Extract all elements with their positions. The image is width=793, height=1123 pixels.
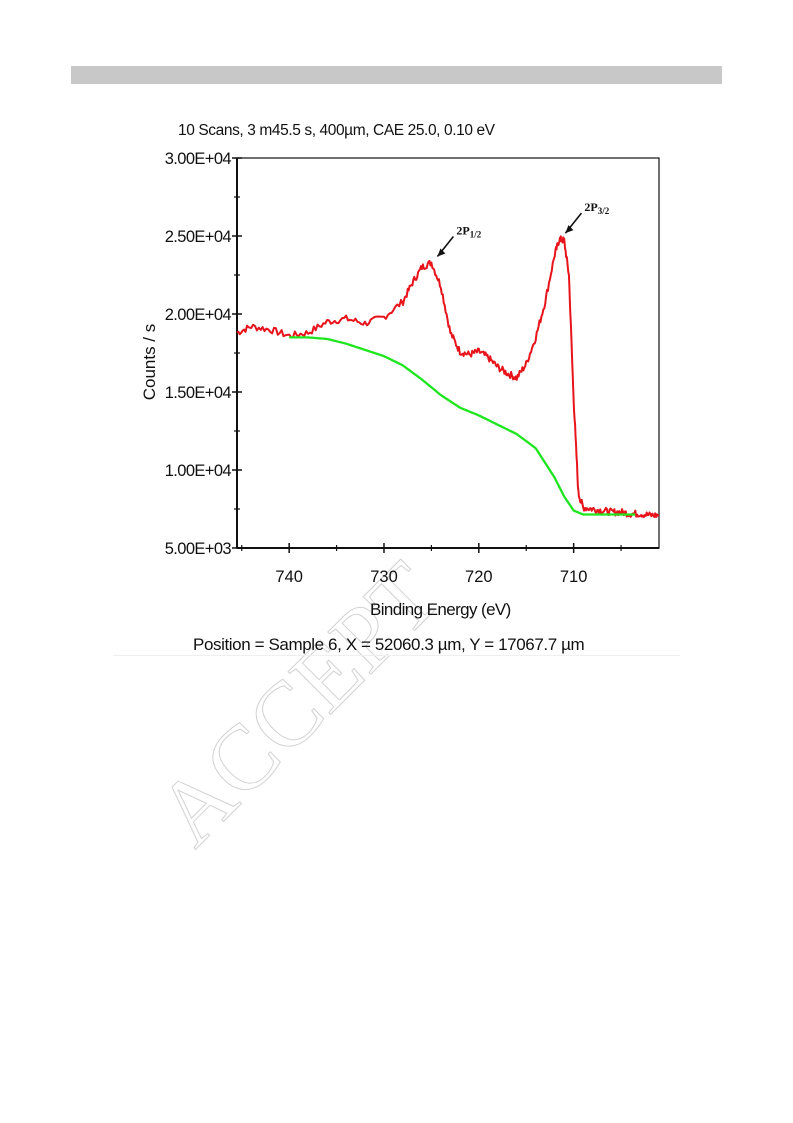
chart-title: 10 Scans, 3 m45.5 s, 400µm, CAE 25.0, 0.…: [178, 122, 495, 139]
x-tick-label: 730: [370, 568, 398, 586]
header-bar: [71, 66, 722, 84]
y-tick-label: 3.00E+04: [165, 150, 232, 168]
peak-arrowhead: [565, 225, 574, 234]
x-axis-label: Binding Energy (eV): [370, 600, 511, 619]
peak-arrowhead: [437, 248, 446, 257]
y-tick-label: 5.00E+03: [165, 540, 232, 558]
y-tick-label: 1.50E+04: [165, 384, 232, 402]
position-readout: Position = Sample 6, X = 52060.3 µm, Y =…: [193, 635, 585, 654]
x-tick-label: 720: [465, 568, 493, 586]
x-tick-label: 710: [560, 568, 588, 586]
plot-frame: [236, 157, 660, 549]
peak-label: 2P3/2: [584, 200, 609, 216]
y-tick-label: 2.50E+04: [165, 228, 232, 246]
y-axis-label: Counts / s: [140, 323, 159, 401]
x-tick-label: 740: [275, 568, 303, 586]
divider: [113, 655, 680, 656]
xps-spectrum-chart: 5.00E+03 1.00E+04 1.50E+04 2.00E+04 2.50E+04…: [165, 150, 660, 586]
y-tick-label: 1.00E+04: [165, 462, 232, 480]
y-tick-label: 2.00E+04: [165, 306, 232, 324]
background-line: [289, 336, 636, 516]
peak-label: 2P1/2: [456, 224, 481, 240]
spectrum-line: [236, 235, 660, 519]
